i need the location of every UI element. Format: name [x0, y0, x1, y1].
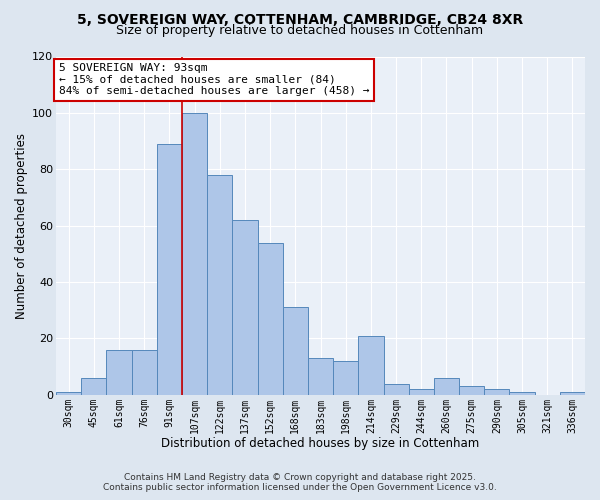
Text: Size of property relative to detached houses in Cottenham: Size of property relative to detached ho…	[116, 24, 484, 37]
Bar	[333, 361, 358, 395]
Bar	[560, 392, 585, 395]
Y-axis label: Number of detached properties: Number of detached properties	[15, 132, 28, 318]
Bar	[182, 113, 207, 395]
Bar	[157, 144, 182, 395]
Bar	[459, 386, 484, 395]
Text: 5 SOVEREIGN WAY: 93sqm
← 15% of detached houses are smaller (84)
84% of semi-det: 5 SOVEREIGN WAY: 93sqm ← 15% of detached…	[59, 64, 369, 96]
Bar	[308, 358, 333, 395]
Bar	[81, 378, 106, 395]
Bar	[131, 350, 157, 395]
Bar	[283, 308, 308, 395]
Bar	[56, 392, 81, 395]
X-axis label: Distribution of detached houses by size in Cottenham: Distribution of detached houses by size …	[161, 437, 479, 450]
Text: Contains HM Land Registry data © Crown copyright and database right 2025.
Contai: Contains HM Land Registry data © Crown c…	[103, 473, 497, 492]
Bar	[383, 384, 409, 395]
Bar	[232, 220, 257, 395]
Bar	[358, 336, 383, 395]
Bar	[434, 378, 459, 395]
Bar	[409, 389, 434, 395]
Bar	[484, 389, 509, 395]
Bar	[257, 242, 283, 395]
Text: 5, SOVEREIGN WAY, COTTENHAM, CAMBRIDGE, CB24 8XR: 5, SOVEREIGN WAY, COTTENHAM, CAMBRIDGE, …	[77, 12, 523, 26]
Bar	[509, 392, 535, 395]
Bar	[106, 350, 131, 395]
Bar	[207, 175, 232, 395]
